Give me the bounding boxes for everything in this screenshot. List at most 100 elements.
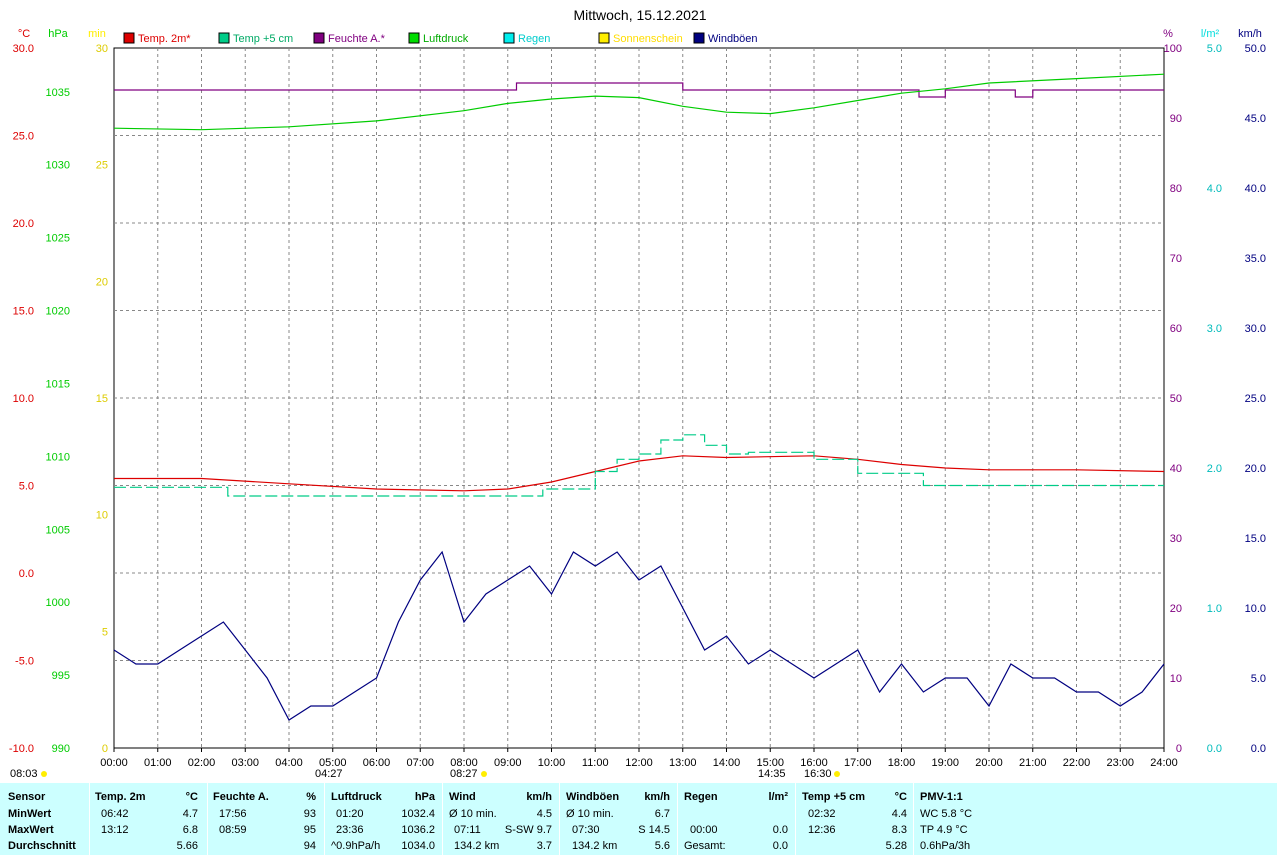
x-tick-label: 12:00 — [625, 757, 653, 769]
gusts-distance: 134.2 km — [572, 840, 618, 852]
series-line-temp-2m — [114, 455, 1165, 492]
y-tick-wind: 40.0 — [1245, 183, 1266, 195]
separator — [559, 783, 560, 855]
marker-sunrise-time: 08:27 — [450, 768, 478, 780]
marker-sunset-dot — [834, 771, 840, 777]
col-pressure-unit: hPa — [414, 791, 435, 803]
axis-unit-pressure: hPa — [48, 28, 68, 40]
y-tick-pressure: 1025 — [46, 233, 70, 245]
x-tick-label: 13:00 — [669, 757, 697, 769]
legend-label-pressure: Luftdruck — [423, 33, 469, 45]
rain-total-label: Gesamt: — [684, 840, 726, 852]
col-rain-unit: l/m² — [768, 791, 788, 803]
pmv-trend: 0.6hPa/3h — [920, 840, 971, 852]
row-label-sensor: Sensor — [8, 791, 46, 803]
y-tick-sun: 20 — [96, 276, 108, 288]
y-tick-temp: -10.0 — [9, 743, 34, 755]
separator — [913, 783, 914, 855]
x-tick-label: 19:00 — [931, 757, 959, 769]
x-tick-label: 22:00 — [1063, 757, 1091, 769]
x-tick-label: 05:00 — [319, 757, 347, 769]
x-tick-label: 24:00 — [1150, 757, 1178, 769]
rain-max-time: 00:00 — [690, 824, 718, 836]
temp5cm-max: 8.3 — [891, 824, 907, 836]
temp5cm-avg: 5.28 — [885, 840, 907, 852]
marker-left-time: 08:03 — [10, 768, 38, 780]
series-line-luftdruck — [113, 73, 1165, 131]
pressure-min: 1032.4 — [401, 808, 435, 820]
y-tick-pressure: 1020 — [46, 306, 70, 318]
x-tick-label: 14:00 — [713, 757, 741, 769]
separator — [677, 783, 678, 855]
y-tick-humidity: 90 — [1170, 113, 1182, 125]
x-tick-label: 03:00 — [231, 757, 259, 769]
y-tick-wind: 35.0 — [1245, 253, 1266, 265]
legend-swatch-humidity — [313, 32, 325, 44]
axis-unit-wind: km/h — [1238, 28, 1262, 40]
axis-unit-rain: l/m² — [1201, 28, 1220, 40]
separator — [795, 783, 796, 855]
x-tick-label: 09:00 — [494, 757, 522, 769]
y-tick-wind: 20.0 — [1245, 463, 1266, 475]
row-label-min: MinWert — [8, 808, 52, 820]
temp5cm-min: 4.4 — [891, 808, 907, 820]
legend-label-sun: Sonnenschein — [613, 33, 683, 45]
x-tick-label: 21:00 — [1019, 757, 1047, 769]
wind-min: 4.5 — [536, 808, 552, 820]
row-label-avg: Durchschnitt — [8, 840, 76, 852]
x-tick-labels: 00:00 01:00 02:00 03:00 04:00 05:00 06:00 07:00… — [100, 748, 1178, 769]
gusts-min: 6.7 — [654, 808, 670, 820]
pressure-avg: 1034.0 — [401, 840, 435, 852]
x-tick-label: 18:00 — [888, 757, 916, 769]
legend-swatch-rain — [503, 32, 515, 44]
y-tick-humidity: 40 — [1170, 463, 1182, 475]
axis-unit-temp: °C — [18, 28, 30, 40]
y-tick-humidity: 0 — [1176, 743, 1182, 755]
col-temp5cm-header: Temp +5 cm — [802, 791, 866, 803]
pmv-tp: TP 4.9 °C — [920, 824, 968, 836]
y-tick-humidity: 30 — [1170, 533, 1182, 545]
temp2m-max: 6.8 — [182, 824, 198, 836]
legend-swatch-temp5cm — [218, 32, 230, 44]
y-tick-temp: -5.0 — [15, 656, 34, 668]
x-tick-label: 10:00 — [538, 757, 566, 769]
y-tick-humidity: 20 — [1170, 603, 1182, 615]
separator — [207, 783, 208, 855]
y-tick-rain: 2.0 — [1207, 463, 1222, 475]
y-tick-pressure: 1015 — [46, 378, 70, 390]
gusts-max-time: 07:30 — [572, 824, 600, 836]
humidity-min: 93 — [303, 808, 316, 820]
y-tick-sun: 0 — [102, 743, 108, 755]
series-line-temp-5-cm — [114, 434, 1164, 497]
temp2m-min: 4.7 — [182, 808, 198, 820]
x-tick-label: 08:00 — [450, 757, 478, 769]
pmv-wc: WC 5.8 °C — [920, 808, 973, 820]
wind-avg: 3.7 — [536, 840, 552, 852]
y-tick-wind: 15.0 — [1245, 533, 1266, 545]
y-tick-sun: 5 — [102, 626, 108, 638]
pressure-trend: ^0.9hPa/h — [331, 840, 381, 852]
y-tick-pressure: 1010 — [46, 451, 70, 463]
row-label-max: MaxWert — [8, 824, 54, 836]
legend-swatch-temp2m — [123, 32, 135, 44]
y-tick-humidity: 50 — [1170, 393, 1182, 405]
col-temp2m-unit: °C — [185, 791, 198, 803]
x-tick-label: 01:00 — [144, 757, 172, 769]
pressure-min-time: 01:20 — [336, 808, 364, 820]
legend-label-rain: Regen — [518, 33, 550, 45]
gusts-avg: 5.6 — [654, 840, 670, 852]
legend-label-humidity: Feuchte A.* — [328, 33, 386, 45]
col-gusts-header: Windböen — [566, 791, 620, 803]
marker-left-dot — [41, 771, 47, 777]
series-line-feuchte-a — [114, 82, 1164, 98]
y-tick-rain: 0.0 — [1207, 743, 1222, 755]
temp5cm-min-time: 02:32 — [808, 808, 836, 820]
x-tick-label: 07:00 — [406, 757, 434, 769]
y-tick-pressure: 990 — [52, 743, 70, 755]
pressure-max-time: 23:36 — [336, 824, 364, 836]
marker-moon-time: 04:27 — [315, 768, 343, 780]
y-tick-rain: 3.0 — [1207, 323, 1222, 335]
y-tick-wind: 30.0 — [1245, 323, 1266, 335]
y-tick-sun: 15 — [96, 393, 108, 405]
temp2m-avg: 5.66 — [176, 840, 198, 852]
